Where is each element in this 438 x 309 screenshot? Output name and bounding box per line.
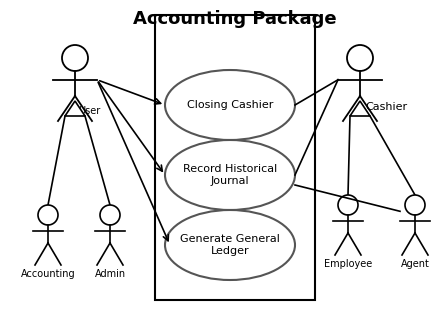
Bar — [155, 15, 315, 300]
Text: Cashier: Cashier — [365, 102, 407, 112]
Circle shape — [38, 205, 58, 225]
Text: Accounting Package: Accounting Package — [133, 10, 337, 28]
Text: Accounting: Accounting — [21, 269, 75, 279]
Text: Closing Cashier: Closing Cashier — [187, 100, 273, 110]
Text: User: User — [78, 106, 100, 116]
Text: Generate General
Ledger: Generate General Ledger — [180, 234, 280, 256]
Circle shape — [100, 205, 120, 225]
Polygon shape — [65, 101, 85, 116]
Ellipse shape — [165, 70, 295, 140]
Text: Admin: Admin — [95, 269, 126, 279]
Text: Record Historical
Journal: Record Historical Journal — [183, 164, 277, 186]
Circle shape — [62, 45, 88, 71]
Circle shape — [405, 195, 425, 215]
Ellipse shape — [165, 140, 295, 210]
Text: Employee: Employee — [324, 259, 372, 269]
Polygon shape — [350, 101, 370, 116]
Circle shape — [347, 45, 373, 71]
Text: Agent: Agent — [401, 259, 429, 269]
Ellipse shape — [165, 210, 295, 280]
Circle shape — [338, 195, 358, 215]
